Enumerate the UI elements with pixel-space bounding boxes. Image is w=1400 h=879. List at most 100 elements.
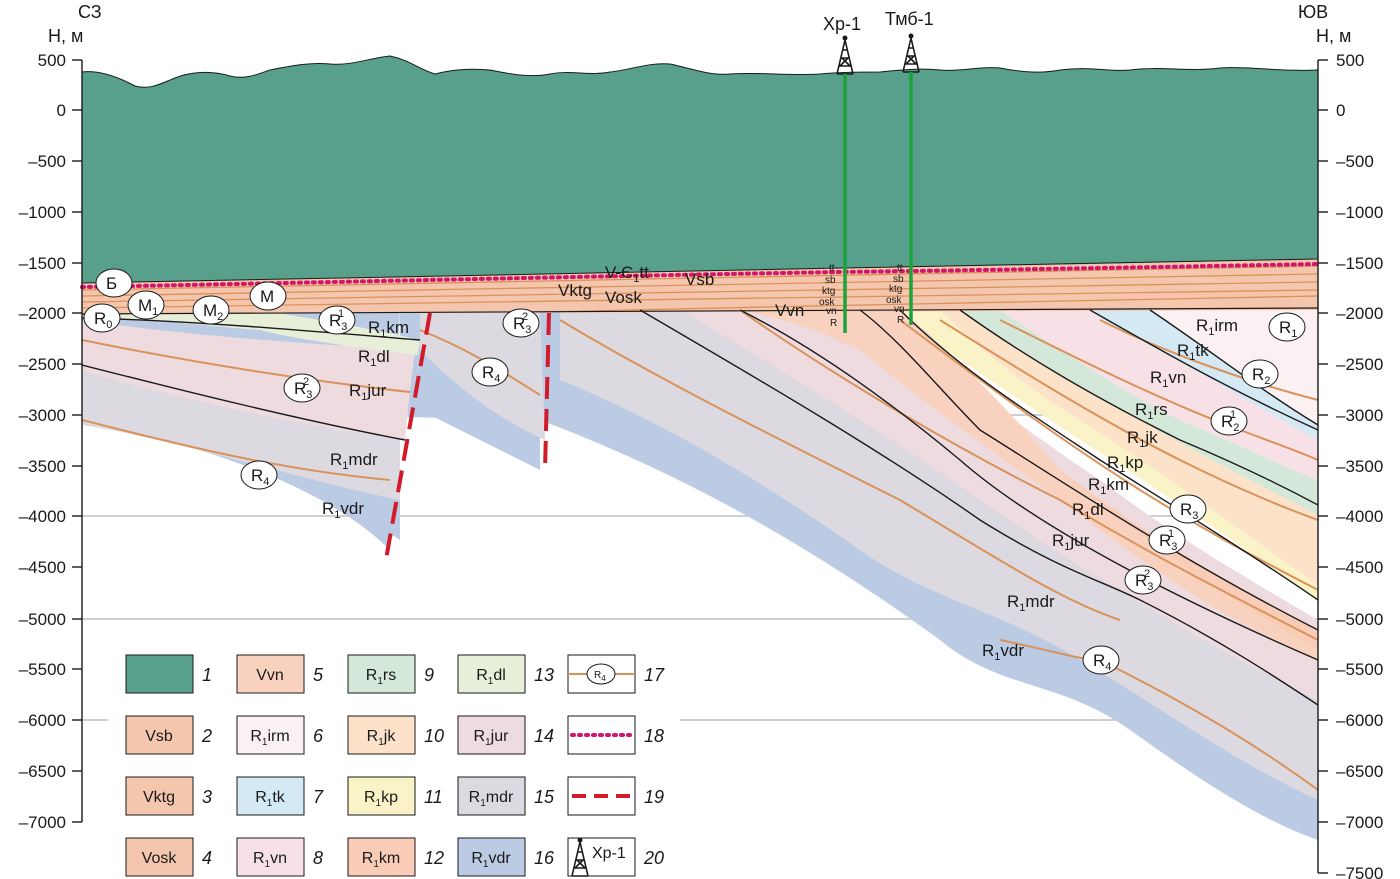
- well-name-tmb1: Тмб-1: [885, 9, 934, 29]
- label-vosk: Vosk: [605, 288, 642, 307]
- reflector-marker: R32: [502, 308, 540, 338]
- legend-number: 19: [644, 787, 664, 807]
- legend-number: 16: [534, 848, 555, 868]
- svg-text:osk: osk: [886, 295, 903, 306]
- reflector-lines: [82, 309, 1318, 791]
- left-tick-label: –500: [28, 152, 66, 171]
- left-tick-label: –4000: [19, 507, 66, 526]
- legend-item: 1: [125, 654, 212, 694]
- formation-label: R1jur: [349, 381, 387, 403]
- formation-label: R1vdr: [982, 641, 1024, 663]
- legend-item: 18: [567, 715, 664, 755]
- legend-item: R1jk 10: [347, 715, 444, 755]
- svg-text:R1km: R1km: [362, 850, 400, 870]
- reflector-marker: M1: [127, 290, 165, 320]
- boundary-lines: [82, 309, 1318, 706]
- legend-item: R1mdr 15: [457, 776, 555, 816]
- right-tick-label: –2500: [1336, 355, 1383, 374]
- svg-text:R: R: [897, 315, 904, 326]
- left-tick-label: –5000: [19, 610, 66, 629]
- right-tick-label: –6000: [1336, 711, 1383, 730]
- legend-number: 7: [313, 787, 324, 807]
- svg-text:R1irm: R1irm: [250, 728, 289, 748]
- formation-label: R1km: [368, 318, 409, 340]
- svg-text:Хр-1: Хр-1: [592, 845, 626, 862]
- layer-cover: [82, 55, 1318, 284]
- svg-text:Vvn: Vvn: [256, 667, 284, 684]
- reflector-marker: R4: [1082, 645, 1120, 675]
- svg-text:R4: R4: [482, 363, 500, 385]
- label-vvn: Vvn: [775, 301, 804, 320]
- legend-number: 3: [202, 787, 212, 807]
- well-tmb1-intervals: tt sb ktg osk vn R: [886, 263, 905, 326]
- legend-number: 2: [201, 726, 212, 746]
- svg-text:tt: tt: [829, 263, 835, 274]
- legend-item: R1dl 13: [457, 654, 554, 694]
- svg-text:Vktg: Vktg: [143, 789, 175, 806]
- right-tick-labels: 500 0 –500 –1000 –1500 –2000 –2500 –3000 –3500 –4…: [1336, 51, 1383, 879]
- legend-number: 5: [313, 665, 324, 685]
- legend: 1 Vsb 2 Vktg 3 Vosk 4 Vvn 5 R1irm 6 R1tk 7 R1vn 8 R1rs 9…: [108, 640, 680, 878]
- formation-label: R1dl: [358, 347, 390, 369]
- right-tick-label: –1000: [1336, 203, 1383, 222]
- left-tick-label: –2000: [19, 304, 66, 323]
- svg-text:M1: M1: [138, 296, 158, 318]
- svg-text:sb: sb: [825, 275, 836, 286]
- legend-number: 10: [424, 726, 444, 746]
- formation-label: R1rs: [1135, 400, 1168, 422]
- legend-item: R1tk 7: [236, 776, 324, 816]
- formation-label: R1tk: [1177, 341, 1209, 363]
- header-right-dir: ЮВ: [1298, 2, 1328, 22]
- legend-number: 6: [313, 726, 324, 746]
- right-tick-label: –5500: [1336, 660, 1383, 679]
- svg-text:M2: M2: [203, 301, 223, 323]
- left-tick-label: –5500: [19, 660, 66, 679]
- right-tick-label: –5000: [1336, 610, 1383, 629]
- well-xr1: [836, 34, 854, 333]
- svg-text:R31: R31: [329, 308, 347, 333]
- label-vsb: Vsb: [685, 270, 714, 289]
- formation-label: R1kp: [1107, 453, 1143, 475]
- formation-label: R1jk: [1127, 428, 1158, 450]
- reflector-marker: R32: [1124, 565, 1162, 595]
- header-left-unit: Н, м: [48, 26, 83, 46]
- formation-label: R1mdr: [1007, 592, 1055, 614]
- section-body: [82, 55, 1318, 840]
- legend-number: 13: [534, 665, 554, 685]
- legend-number: 15: [534, 787, 555, 807]
- legend-item: R1vn 8: [236, 837, 323, 877]
- fault-middle: [543, 312, 551, 471]
- layer-r1vn: [1000, 310, 1318, 480]
- right-tick-label: –3000: [1336, 406, 1383, 425]
- reflector-marker: R21: [1210, 406, 1248, 436]
- right-tick-label: –1500: [1336, 254, 1383, 273]
- left-tick-label: –3000: [19, 406, 66, 425]
- legend-number: 4: [202, 848, 212, 868]
- left-tick-label: –4500: [19, 558, 66, 577]
- legend-number: 18: [644, 726, 664, 746]
- right-tick-label: –500: [1336, 152, 1374, 171]
- svg-text:R1vdr: R1vdr: [471, 850, 511, 870]
- svg-text:osk: osk: [819, 297, 836, 308]
- left-tick-labels: 500 0 –500 –1000 –1500 –2000 –2500 –3000 –3500 –4…: [19, 51, 66, 832]
- svg-text:M: M: [260, 287, 274, 306]
- legend-number: 12: [424, 848, 444, 868]
- layer-r1mdr: [82, 365, 400, 500]
- svg-text:R32: R32: [1135, 568, 1153, 593]
- legend-item: R1vdr 16: [457, 837, 555, 877]
- left-axis: [72, 59, 83, 823]
- right-tick-label: –7000: [1336, 813, 1383, 832]
- legend-item: R1rs 9: [347, 654, 434, 694]
- label-vctt: V-Є1tt: [605, 263, 649, 285]
- well-tmb1: [902, 32, 920, 325]
- svg-text:R1jur: R1jur: [474, 728, 510, 748]
- svg-text:Vosk: Vosk: [142, 850, 178, 867]
- label-vktg: Vktg: [558, 281, 592, 300]
- right-tick-label: –6500: [1336, 762, 1383, 781]
- legend-number: 9: [424, 665, 434, 685]
- right-axis: [1317, 59, 1328, 874]
- reflector-marker: R4: [471, 357, 509, 387]
- left-tick-label: –3500: [19, 457, 66, 476]
- well-xr1-intervals: tt sb ktg osk vn R: [819, 263, 837, 329]
